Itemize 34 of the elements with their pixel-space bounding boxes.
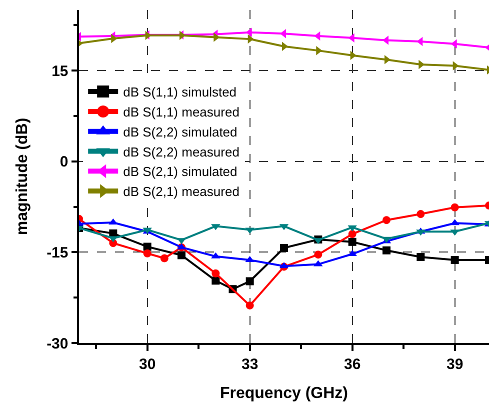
x-axis-title: Frequency (GHz) bbox=[220, 384, 348, 402]
legend-label: dB S(2,2) measured bbox=[123, 144, 240, 160]
legend-label: dB S(2,1) measured bbox=[123, 184, 240, 200]
x-tick-label: 30 bbox=[138, 356, 156, 373]
legend-label: dB S(1,1) measured bbox=[123, 104, 240, 120]
x-tick-label: 36 bbox=[344, 356, 361, 373]
point bbox=[280, 244, 288, 252]
y-tick-label: -30 bbox=[46, 335, 68, 352]
point bbox=[212, 269, 220, 278]
point bbox=[143, 249, 152, 258]
point bbox=[143, 242, 152, 251]
y-axis-title: magnitude (dB) bbox=[14, 118, 31, 236]
point bbox=[382, 216, 390, 224]
legend-label: dB S(1,1) simulsted bbox=[123, 84, 237, 100]
point bbox=[450, 256, 459, 264]
point bbox=[450, 203, 459, 212]
point bbox=[416, 253, 425, 262]
y-tick-label: 0 bbox=[60, 154, 68, 171]
point bbox=[178, 251, 186, 260]
legend-label: dB S(2,1) simulated bbox=[123, 164, 238, 180]
point bbox=[246, 301, 254, 310]
x-tick-label: 39 bbox=[446, 356, 464, 373]
point bbox=[416, 210, 425, 218]
point bbox=[212, 276, 220, 285]
point bbox=[348, 230, 356, 238]
point bbox=[160, 254, 168, 262]
point bbox=[246, 277, 254, 286]
point bbox=[314, 250, 322, 259]
point bbox=[348, 238, 356, 246]
legend-label: dB S(2,2) simulated bbox=[123, 124, 238, 140]
point bbox=[382, 246, 390, 254]
y-tick-label: 15 bbox=[52, 62, 68, 80]
x-tick-label: 33 bbox=[241, 356, 258, 373]
y-tick-label: -15 bbox=[46, 244, 68, 262]
